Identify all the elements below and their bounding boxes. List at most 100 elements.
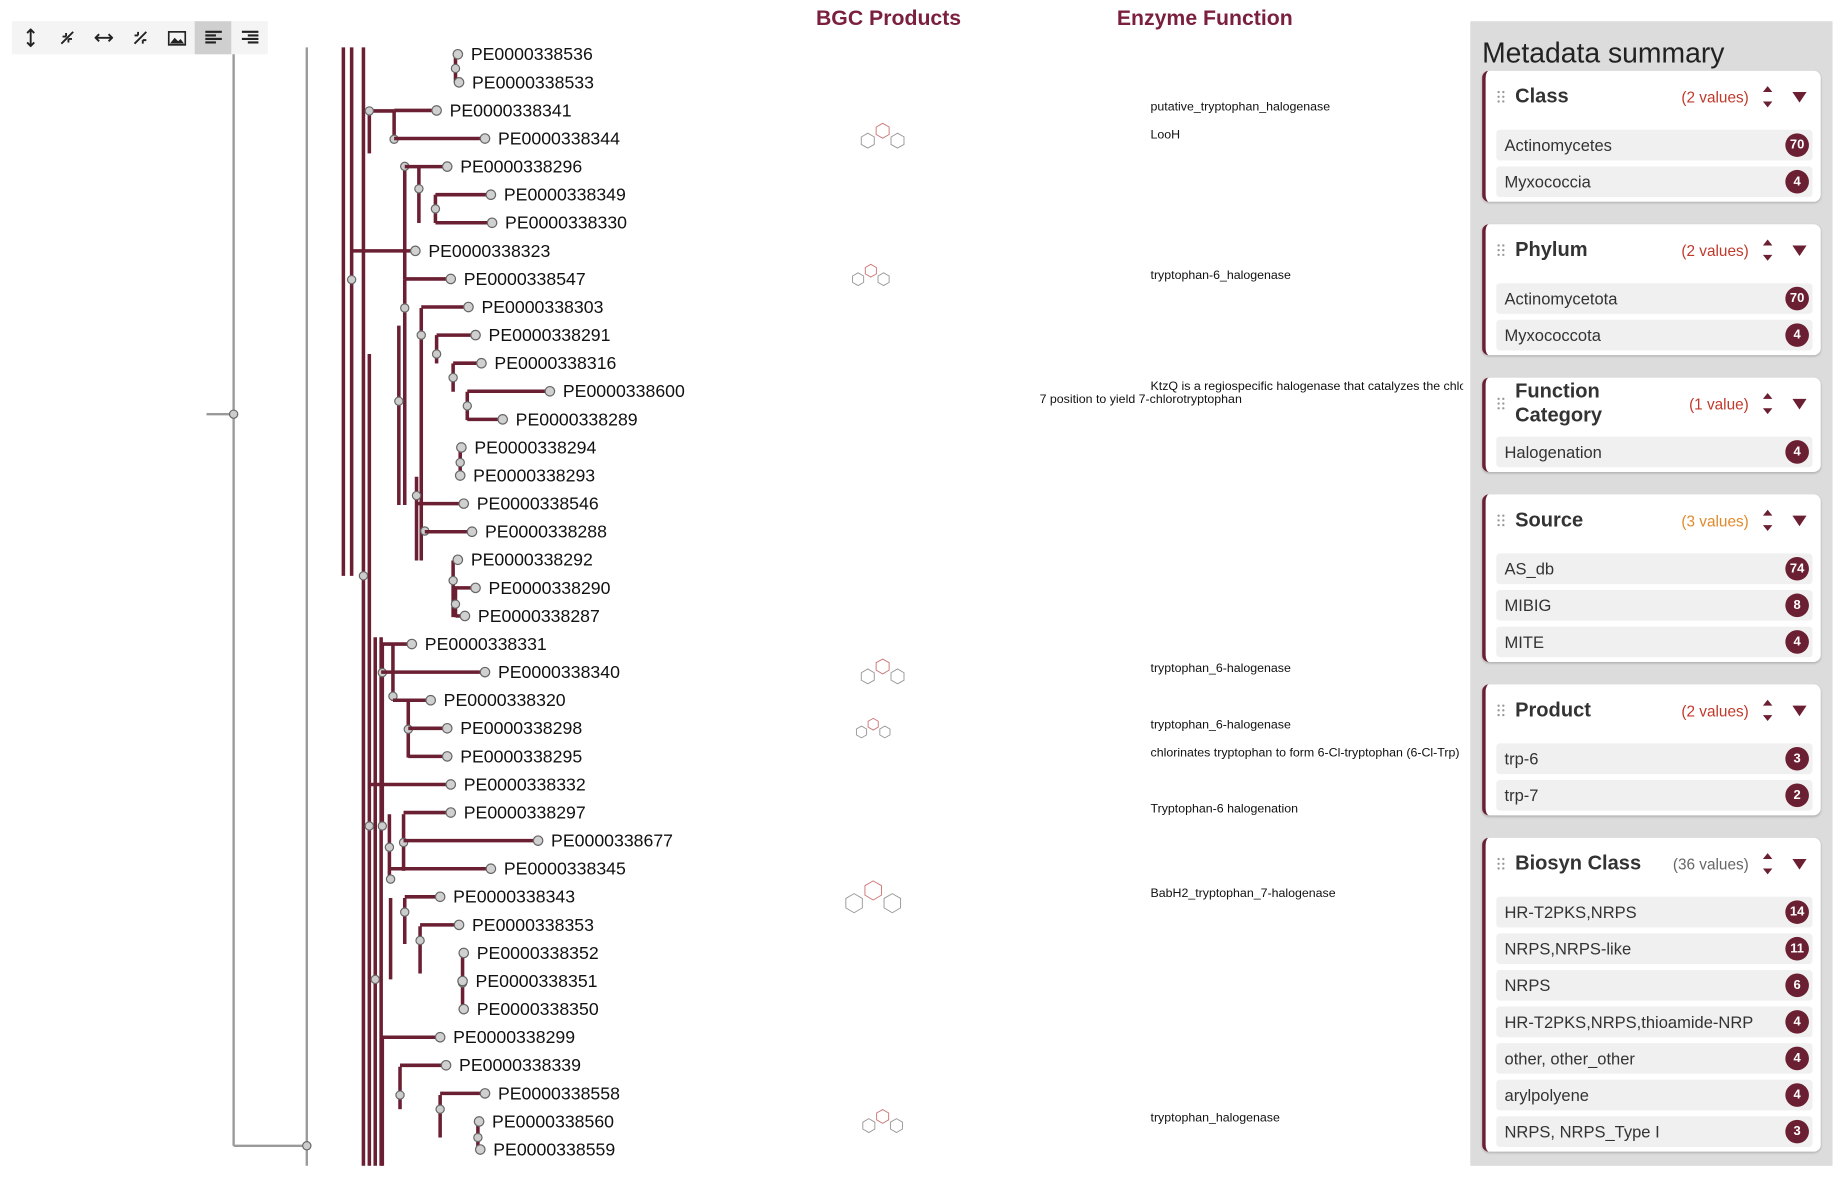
leaf-node [458, 947, 470, 959]
collapse-button[interactable] [1791, 90, 1808, 104]
sort-button[interactable] [1761, 697, 1775, 723]
leaf-label: PE0000338330 [505, 213, 627, 233]
leaf-label: PE0000338350 [477, 999, 599, 1019]
item-count: 3 [1785, 746, 1809, 771]
metadata-item[interactable]: AS_db 74 [1496, 553, 1813, 585]
molecule-image [862, 1109, 903, 1134]
molecule-ring [867, 717, 879, 731]
internal-node [448, 372, 458, 383]
drag-handle[interactable] [1496, 702, 1505, 719]
leaf-label: PE0000338298 [460, 718, 582, 738]
internal-node [377, 821, 388, 831]
metadata-item[interactable]: HR-T2PKS,NRPS,thioamide-NRP 4 [1496, 1006, 1813, 1038]
metadata-item[interactable]: other, other_other 4 [1496, 1043, 1813, 1074]
leaf-node [445, 807, 457, 818]
leaf-label: PE0000338546 [477, 494, 599, 514]
collapse-button[interactable] [1791, 243, 1808, 257]
card-header: Phylum (2 values) [1496, 224, 1812, 276]
item-count: 4 [1785, 1083, 1809, 1107]
collapse-button[interactable] [1791, 396, 1808, 410]
item-count: 4 [1785, 630, 1809, 654]
align-right-button[interactable] [231, 21, 268, 54]
expand-vertical-button[interactable] [12, 21, 49, 54]
metadata-item[interactable]: arylpolyene 4 [1496, 1079, 1813, 1111]
leaf-label: PE0000338296 [460, 157, 582, 177]
metadata-item[interactable]: MIBIG 8 [1496, 590, 1813, 621]
section-name: Biosyn Class [1515, 851, 1642, 875]
molecule-ring [889, 1118, 903, 1134]
leaf-node [459, 610, 471, 622]
compress-vertical-button[interactable] [48, 21, 85, 54]
sort-button[interactable] [1761, 391, 1775, 417]
leaf-label: PE0000338295 [460, 746, 582, 766]
metadata-item[interactable]: Myxococcota 4 [1496, 319, 1813, 351]
metadata-item[interactable]: trp-7 2 [1496, 779, 1813, 811]
leaf-node [434, 891, 446, 903]
leaf-label: PE0000338349 [504, 185, 626, 205]
molecule-ring [855, 725, 868, 739]
leaf-node [441, 161, 453, 172]
drag-handle[interactable] [1496, 88, 1505, 105]
item-label: AS_db [1504, 559, 1555, 579]
metadata-item[interactable]: Actinomycetes 70 [1496, 129, 1813, 161]
drag-handle[interactable] [1496, 242, 1505, 259]
drag-handle[interactable] [1496, 395, 1505, 412]
tree-view: PE0000338536 PE0000338533 PE0000338341 PE00… [206, 47, 1464, 1166]
molecule-ring [879, 725, 891, 739]
leaf-node [532, 835, 544, 846]
item-label: NRPS, NRPS_Type I [1504, 1122, 1660, 1142]
leaf-label: PE0000338343 [453, 887, 575, 907]
sort-button[interactable] [1761, 851, 1775, 877]
leaf-label: PE0000338353 [472, 915, 594, 935]
column-header: Enzyme Function [1116, 5, 1293, 30]
leaf-node [473, 1116, 485, 1127]
leaf-node [485, 189, 497, 201]
metadata-card: Product (2 values) trp-6 3 trp-7 2 [1482, 684, 1821, 816]
sort-button[interactable] [1761, 237, 1775, 263]
metadata-item[interactable]: Halogenation 4 [1496, 436, 1813, 468]
leaf-node [452, 48, 464, 60]
sort-button[interactable] [1761, 507, 1775, 533]
collapse-button[interactable] [1791, 857, 1808, 871]
metadata-item[interactable]: Actinomycetota 70 [1496, 283, 1813, 314]
molecule-ring [890, 668, 905, 685]
item-label: Myxococcota [1504, 325, 1601, 345]
metadata-item[interactable]: trp-6 3 [1496, 743, 1813, 775]
export-image-button[interactable] [158, 21, 195, 54]
drag-handle[interactable] [1496, 512, 1505, 529]
metadata-item[interactable]: NRPS, NRPS_Type I 3 [1496, 1116, 1813, 1147]
metadata-item[interactable]: NRPS,NRPS-like 11 [1496, 933, 1813, 965]
item-count: 4 [1785, 323, 1809, 347]
item-label: Myxococcia [1504, 172, 1591, 192]
leaf-node [453, 77, 465, 88]
metadata-item[interactable]: HR-T2PKS,NRPS 14 [1496, 896, 1813, 928]
leaf-node [486, 217, 498, 229]
metadata-item[interactable]: Myxococcia 4 [1496, 166, 1813, 198]
internal-node [364, 106, 375, 116]
item-count: 14 [1785, 900, 1809, 924]
leaf-label: PE0000338289 [516, 409, 638, 429]
drag-handle[interactable] [1496, 855, 1505, 872]
enzyme-function: chlorinates tryptophan to form 6-Cl-tryp… [1151, 745, 1460, 759]
align-left-button[interactable] [194, 21, 232, 55]
enzyme-column: putative_tryptophan_halogenase LooH trypto… [1040, 99, 1464, 1124]
value-count: (2 values) [1681, 701, 1749, 720]
leaf-label: PE0000338320 [444, 690, 566, 710]
metadata-item[interactable]: NRPS 6 [1496, 969, 1813, 1001]
leaf-node [544, 385, 556, 397]
leaf-label: PE0000338290 [489, 578, 611, 598]
leaf-node [452, 554, 464, 566]
molecule-ring [877, 272, 890, 287]
molecule-ring [860, 668, 875, 685]
metadata-item[interactable]: MITE 4 [1496, 626, 1813, 658]
molecule-ring [845, 893, 863, 914]
sort-button[interactable] [1761, 84, 1775, 110]
internal-node [450, 599, 461, 609]
internal-node [462, 401, 472, 411]
expand-horizontal-button[interactable] [85, 21, 122, 54]
leaf-node [458, 1003, 470, 1015]
collapse-button[interactable] [1791, 703, 1808, 717]
item-count: 4 [1785, 440, 1809, 464]
compress-horizontal-button[interactable] [122, 21, 159, 54]
collapse-button[interactable] [1791, 513, 1808, 527]
